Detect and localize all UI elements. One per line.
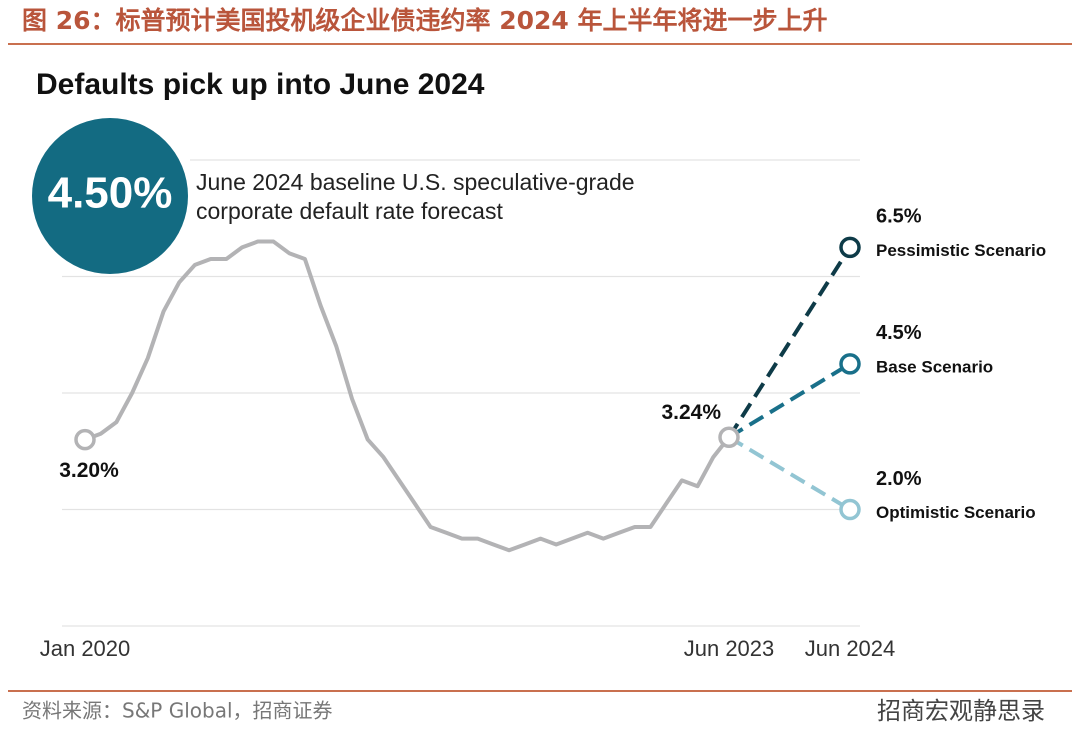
data-label: 2.0%	[876, 468, 922, 490]
watermark: 招商宏观静思录	[877, 697, 1045, 725]
figure-title: 图 26：标普预计美国投机级企业债违约率 2024 年上半年将进一步上升	[22, 6, 827, 35]
legend-label: Optimistic Scenario	[876, 503, 1036, 522]
data-label: 3.24%	[661, 401, 721, 424]
scenario-line	[727, 435, 852, 512]
callout-value: 4.50%	[48, 169, 173, 218]
chart-title: Defaults pick up into June 2024	[36, 68, 485, 101]
x-tick-label: Jan 2020	[40, 636, 131, 661]
point-marker	[839, 498, 861, 521]
data-label: 4.5%	[876, 322, 922, 344]
plot: Jan 2020 Jun 2023 Jun 2024 3.20% 3.24% 6.5% Pe…	[40, 159, 1046, 661]
source: 资料来源：S&P Global，招商证券	[22, 699, 333, 723]
point-marker	[839, 353, 861, 375]
point-marker	[74, 428, 96, 451]
legend-label: Base Scenario	[876, 357, 993, 376]
x-tick-label: Jun 2024	[805, 636, 896, 661]
history-line	[84, 239, 731, 553]
x-tick-label: Jun 2023	[684, 636, 775, 661]
point-marker	[839, 236, 861, 259]
callout-circle	[32, 118, 188, 274]
scenario-line	[727, 246, 852, 439]
callout-text: June 2024 baseline U.S. speculative-grad…	[196, 169, 635, 195]
scenario-line	[727, 362, 852, 439]
data-label: 6.5%	[876, 206, 922, 228]
legend-label: Pessimistic Scenario	[876, 241, 1046, 260]
callout-text: corporate default rate forecast	[196, 198, 503, 224]
data-label: 3.20%	[59, 459, 119, 482]
point-marker	[718, 426, 740, 449]
